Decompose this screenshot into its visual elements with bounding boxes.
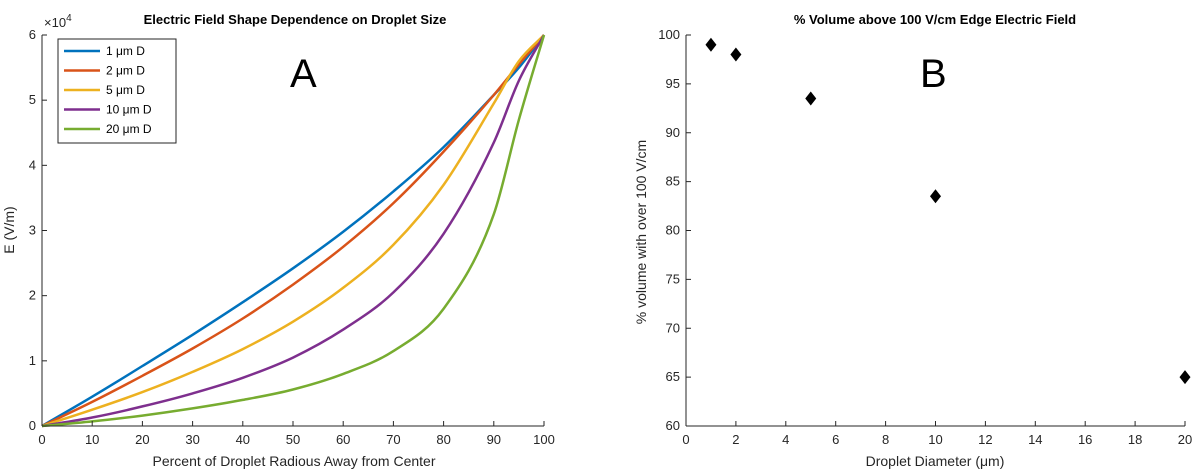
chart-b-x-tick-label: 4 — [782, 432, 789, 447]
chart-b-data-point — [705, 37, 717, 52]
chart-a-x-tick-label: 100 — [533, 432, 555, 447]
chart-a-series-line-5 — [41, 34, 546, 428]
chart-a-x-tick-label: 60 — [336, 432, 350, 447]
chart-b-x-tick-label: 12 — [978, 432, 992, 447]
chart-a-x-tick-label: 20 — [135, 432, 149, 447]
chart-b-y-tick-label: 95 — [666, 76, 680, 91]
chart-a-y-tick-label: 6 — [29, 27, 36, 42]
chart-a-legend-label: 10 μm D — [106, 103, 152, 117]
chart-a-series-line-3 — [41, 34, 545, 428]
chart-a-x-tick-label: 10 — [85, 432, 99, 447]
chart-a-x-tick-label: 50 — [286, 432, 300, 447]
chart-b-data-point — [730, 47, 742, 62]
chart-b-y-tick-label: 90 — [666, 125, 680, 140]
chart-b-x-tick-label: 2 — [732, 432, 739, 447]
chart-a-panel-label: A — [290, 52, 317, 96]
chart-b-panel-label: B — [920, 52, 947, 96]
chart-a-lines — [41, 34, 546, 428]
chart-a-y-tick-label: 0 — [29, 418, 36, 433]
chart-b-x-tick-label: 14 — [1028, 432, 1042, 447]
chart-a-y-tick-label: 1 — [29, 353, 36, 368]
chart-a-x-tick-label: 30 — [185, 432, 199, 447]
chart-a-series-line-4 — [41, 34, 546, 428]
chart-a-x-tick-label: 70 — [386, 432, 400, 447]
chart-b-y-tick-label: 65 — [666, 369, 680, 384]
chart-b-x-tick-label: 10 — [928, 432, 942, 447]
chart-b-y-tick-label: 100 — [658, 27, 680, 42]
chart-b: 0 2 4 6 8 10 12 14 16 18 20 60 65 70 75 80 85 90 95 100 % … — [633, 12, 1192, 469]
chart-a-y-multiplier: ×104 — [44, 13, 72, 30]
chart-b-data-point — [1179, 370, 1191, 385]
chart-b-title: % Volume above 100 V/cm Edge Electric Fi… — [794, 12, 1076, 27]
chart-a-y-tick-label: 2 — [29, 288, 36, 303]
chart-a: 0 10 20 30 40 50 60 70 80 90 100 0 1 2 3 4 5 6 Electric … — [1, 12, 555, 469]
chart-b-y-label: % volume with over 100 V/cm — [633, 140, 649, 324]
chart-b-y-tick-label: 60 — [666, 418, 680, 433]
chart-a-x-tick-label: 90 — [487, 432, 501, 447]
chart-a-legend-label: 20 μm D — [106, 122, 152, 136]
chart-b-data-point — [805, 91, 817, 106]
chart-a-title: Electric Field Shape Dependence on Dropl… — [144, 12, 447, 27]
chart-a-y-ticks: 0 1 2 3 4 5 6 — [29, 27, 47, 433]
chart-a-legend: 1 μm D 2 μm D 5 μm D 10 μm D 20 μm D — [57, 38, 177, 144]
chart-a-legend-label: 2 μm D — [106, 64, 145, 78]
chart-a-y-multiplier-exp: 4 — [66, 13, 72, 24]
chart-b-x-tick-label: 6 — [832, 432, 839, 447]
chart-b-x-ticks: 0 2 4 6 8 10 12 14 16 18 20 — [682, 421, 1192, 447]
chart-b-x-tick-label: 8 — [882, 432, 889, 447]
chart-a-y-multiplier-base: ×10 — [44, 15, 66, 30]
chart-a-y-tick-label: 3 — [29, 223, 36, 238]
chart-b-y-tick-label: 80 — [666, 223, 680, 238]
chart-a-x-tick-label: 40 — [236, 432, 250, 447]
chart-a-y-tick-label: 5 — [29, 92, 36, 107]
chart-a-x-tick-label: 0 — [38, 432, 45, 447]
chart-a-x-ticks: 0 10 20 30 40 50 60 70 80 90 100 — [38, 421, 555, 447]
chart-b-points — [705, 37, 1191, 385]
chart-b-y-ticks: 60 65 70 75 80 85 90 95 100 — [658, 27, 691, 433]
chart-b-data-point — [930, 189, 941, 204]
chart-a-series-line-2 — [41, 34, 545, 428]
chart-b-x-tick-label: 0 — [682, 432, 689, 447]
chart-b-y-tick-label: 85 — [666, 174, 680, 189]
chart-b-plot-area — [686, 35, 1185, 426]
chart-a-y-label: E (V/m) — [1, 206, 17, 253]
chart-b-x-tick-label: 16 — [1078, 432, 1092, 447]
chart-a-x-tick-label: 80 — [436, 432, 450, 447]
chart-b-y-tick-label: 75 — [666, 271, 680, 286]
chart-b-x-tick-label: 20 — [1178, 432, 1192, 447]
chart-b-x-label: Droplet Diameter (μm) — [866, 453, 1005, 469]
chart-a-legend-label: 5 μm D — [106, 83, 145, 97]
chart-a-y-tick-label: 4 — [29, 157, 36, 172]
chart-b-x-tick-label: 18 — [1128, 432, 1142, 447]
chart-a-x-label: Percent of Droplet Radious Away from Cen… — [153, 453, 436, 469]
chart-b-y-tick-label: 70 — [666, 320, 680, 335]
chart-a-legend-label: 1 μm D — [106, 44, 145, 58]
